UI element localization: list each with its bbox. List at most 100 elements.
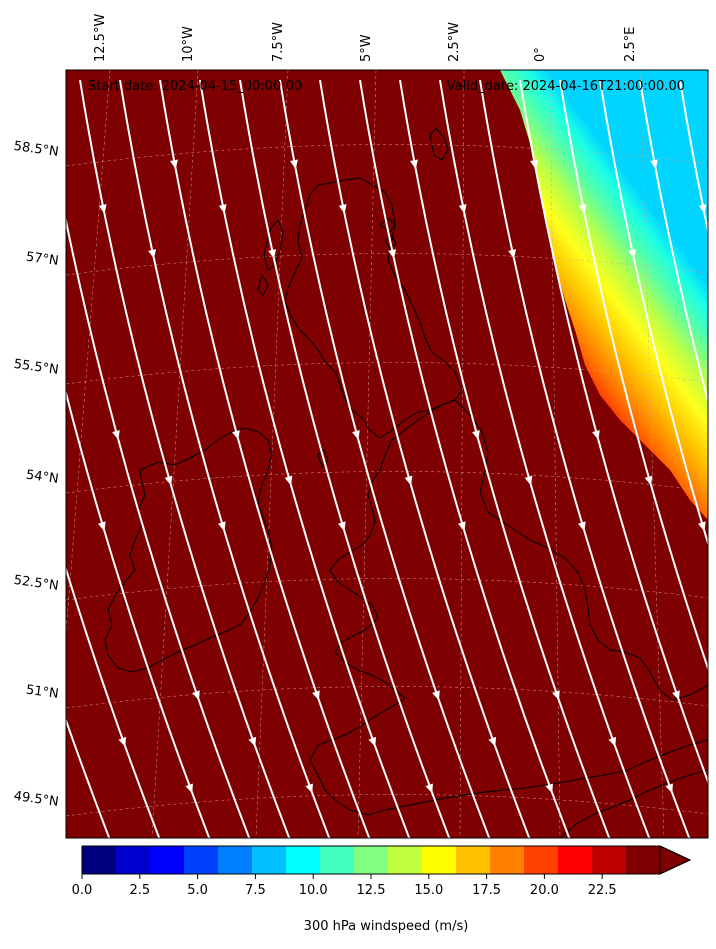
colorbar-cell xyxy=(388,846,423,874)
streamline xyxy=(359,79,571,838)
lat-label: 49.5°N xyxy=(13,789,60,810)
start-date-label: Start date: 2024-04-15_00:00:00 xyxy=(88,79,303,94)
map-panel xyxy=(0,70,716,840)
flow-arrow xyxy=(217,521,226,532)
streamline xyxy=(0,80,10,840)
flow-arrow xyxy=(592,430,600,440)
colorbar-cell xyxy=(422,846,457,874)
flow-arrow xyxy=(148,249,156,259)
colorbar-cell xyxy=(490,846,525,874)
valid-date-label: Valid_date: 2024-04-16T21:00:00.00 xyxy=(446,79,685,94)
flow-arrow xyxy=(472,430,480,440)
lon-label: 7.5°W xyxy=(271,22,286,62)
flow-arrow xyxy=(404,475,413,486)
flow-arrow xyxy=(457,521,466,532)
graticule xyxy=(66,70,708,838)
western-isles xyxy=(257,219,284,296)
flow-arrow xyxy=(712,430,716,441)
flow-arrow xyxy=(697,521,706,532)
streamline xyxy=(439,79,651,838)
colorbar-cells xyxy=(82,846,661,874)
colorbar-title: 300 hPa windspeed (m/s) xyxy=(303,919,469,934)
flow-arrow xyxy=(410,159,418,170)
longitude-labels: 12.5°W 10°W 7.5°W 5°W 2.5°W 0° 2.5°E xyxy=(93,14,638,62)
flow-arrow xyxy=(232,430,240,440)
streamline xyxy=(559,79,708,672)
flow-arrow xyxy=(118,736,127,747)
lat-label: 55.5°N xyxy=(13,357,60,378)
flow-arrow xyxy=(672,690,680,701)
flow-arrow xyxy=(577,521,586,532)
streamline xyxy=(66,717,111,838)
flow-arrow xyxy=(488,736,497,747)
colorbar-cell xyxy=(456,846,491,874)
streamline xyxy=(319,79,531,838)
colorbar-tick-label: 20.0 xyxy=(530,883,559,898)
flow-arrow xyxy=(337,521,346,532)
flow-arrow xyxy=(545,783,553,794)
colorbar-tick-label: 12.5 xyxy=(357,883,386,898)
colorbar-cell xyxy=(354,846,389,874)
streamline xyxy=(66,216,251,838)
flow-arrow xyxy=(665,783,673,794)
colorbar: 0.0 2.5 5.0 7.5 10.0 12.5 15.0 17.5 20.0 22.5 xyxy=(72,845,692,898)
flow-arrow xyxy=(312,690,320,701)
flow-arrow xyxy=(644,475,653,486)
colorbar-tick-label: 2.5 xyxy=(129,883,150,898)
shetland xyxy=(429,127,449,161)
lon-label: 12.5°W xyxy=(93,14,108,62)
streamline xyxy=(159,79,371,838)
colorbar-cell xyxy=(184,846,219,874)
flow-arrow xyxy=(305,783,313,794)
streamline xyxy=(239,79,451,838)
lon-label: 2.5°E xyxy=(623,27,638,62)
colorbar-cell xyxy=(592,846,627,874)
flow-arrow xyxy=(650,159,658,170)
lon-label: 5°W xyxy=(359,34,374,62)
lat-label: 57°N xyxy=(25,250,60,269)
flow-arrow xyxy=(290,159,298,170)
streamline xyxy=(399,79,611,838)
flow-arrow xyxy=(578,204,587,214)
colorbar-cell xyxy=(558,846,593,874)
flow-arrow xyxy=(698,204,707,214)
coastline xyxy=(104,127,708,838)
streamline xyxy=(519,79,708,785)
colorbar-tick-label: 22.5 xyxy=(588,883,617,898)
flow-arrow xyxy=(388,249,396,259)
ireland-coast xyxy=(104,427,273,673)
colorbar-extend-arrow xyxy=(659,845,692,875)
flow-arrow xyxy=(268,249,276,259)
flow-arrow xyxy=(530,159,538,170)
flow-arrow xyxy=(164,475,173,486)
flow-arrow xyxy=(97,521,106,532)
flow-arrow xyxy=(284,475,293,486)
streamline xyxy=(66,565,161,838)
colorbar-cell xyxy=(116,846,151,874)
map-frame xyxy=(65,69,709,839)
lon-label: 2.5°W xyxy=(447,22,462,62)
colorbar-cell xyxy=(82,846,117,874)
flow-arrow xyxy=(170,159,178,170)
flow-arrow xyxy=(524,475,533,486)
colorbar-cell xyxy=(320,846,355,874)
colorbar-tick-label: 15.0 xyxy=(414,883,443,898)
colorbar-tick-label: 0.0 xyxy=(72,883,93,898)
colorbar-cell xyxy=(150,846,185,874)
flow-arrow xyxy=(98,204,107,214)
streamline xyxy=(66,389,211,838)
streamline xyxy=(279,79,491,838)
flow-arrow xyxy=(368,736,377,747)
streamline xyxy=(479,79,691,838)
lat-label: 58.5°N xyxy=(13,139,60,160)
lon-label: 10°W xyxy=(181,26,196,62)
latitude-labels: 58.5°N 57°N 55.5°N 54°N 52.5°N 51°N 49.5°N xyxy=(13,139,60,810)
streamline xyxy=(0,80,60,840)
flow-arrow xyxy=(50,160,60,170)
colorbar-cell xyxy=(626,846,661,874)
colorbar-tick-label: 7.5 xyxy=(245,883,266,898)
flow-arrow xyxy=(185,783,193,794)
streamline xyxy=(199,79,411,838)
england-wales-coast xyxy=(309,399,708,816)
